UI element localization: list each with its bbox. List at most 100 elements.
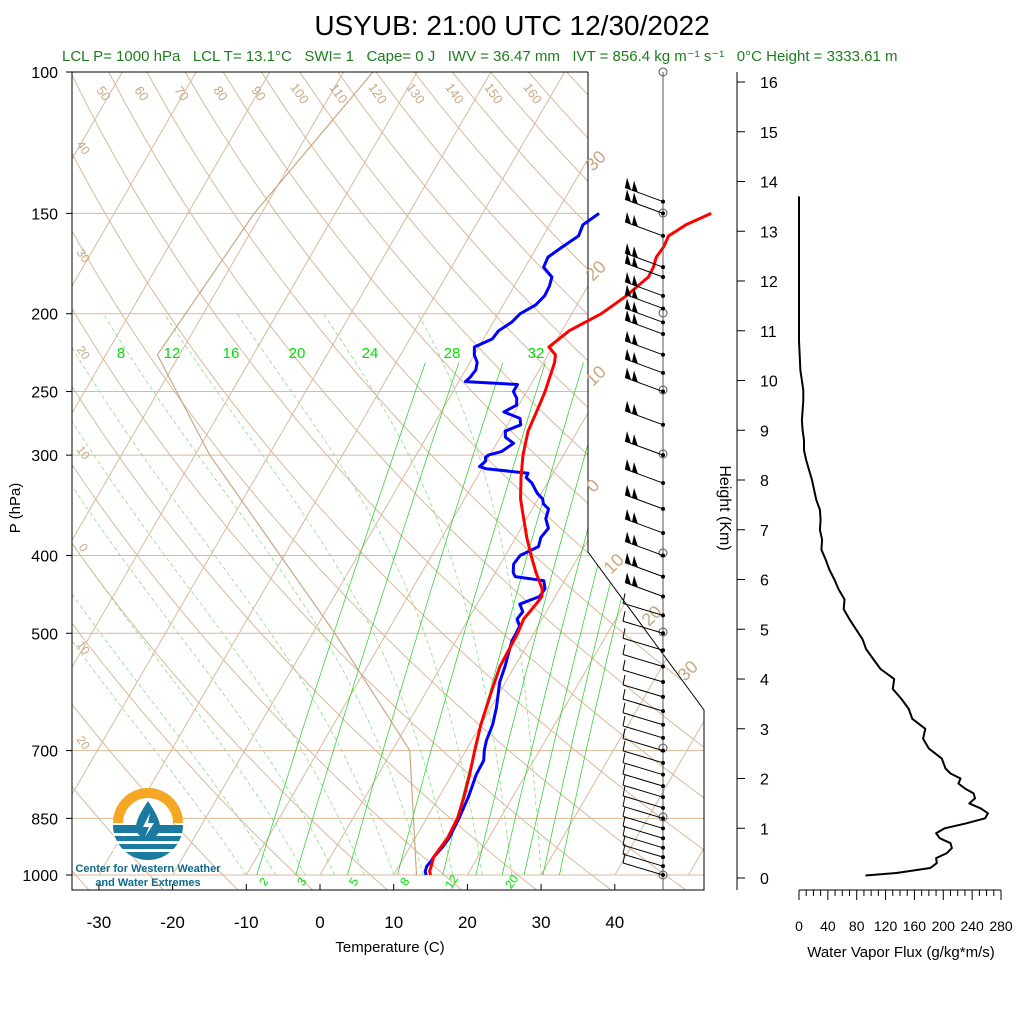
dry-adiabat-line — [490, 72, 704, 890]
moist-adiabat-line — [163, 313, 454, 876]
logo-line-1: Center for Western Weather — [75, 863, 221, 875]
dry-adiabat-line — [604, 72, 704, 890]
wind-barb-shaft — [624, 377, 664, 393]
wind-barb-flag — [625, 552, 631, 565]
wind-staff-marker — [658, 870, 668, 880]
wind-barb-flag — [632, 555, 638, 568]
height-tick-label: 15 — [760, 125, 778, 142]
wind-staff-marker — [658, 67, 668, 77]
isotherm-label-right: 10 — [582, 362, 610, 390]
isotherm-line — [688, 72, 704, 876]
wind-barb-shaft — [624, 262, 664, 278]
wind-barb-flag — [632, 274, 638, 287]
iwv-value: IWV = 36.47 mm — [447, 48, 560, 65]
dry-adiabat-line — [72, 72, 704, 890]
wind-barb-flag — [625, 284, 631, 297]
isotherm-line — [72, 72, 271, 876]
mixing-ratio-label-bottom: 5 — [346, 875, 361, 889]
wind-barb-flag — [632, 255, 638, 268]
pressure-tick-label: 1000 — [22, 868, 58, 885]
isotherm-line — [762, 72, 1024, 875]
temperature-tick-label: 40 — [605, 913, 624, 932]
mixing-ratio-label-top: 32 — [528, 345, 545, 362]
wind-barb-shaft — [622, 835, 664, 849]
wind-barb-flag — [625, 367, 631, 380]
wind-barb-shaft — [622, 602, 664, 616]
ivt-value: IVT = 856.4 kg m⁻¹ s⁻¹ — [572, 48, 725, 65]
isotherm-label-left: 40 — [74, 138, 93, 157]
isotherm-label-top: 70 — [171, 83, 192, 103]
wind-barb-flag — [625, 508, 631, 521]
cape-value: Cape= 0 J — [366, 48, 436, 65]
mixing-ratio-line — [397, 362, 546, 876]
temperature-tick-label: 20 — [458, 913, 477, 932]
wind-barb-shaft — [622, 738, 664, 752]
wind-barb-shaft — [624, 440, 664, 456]
wind-barb-shaft — [624, 307, 664, 323]
wind-barb-feather — [622, 806, 626, 817]
wind-barb-shaft — [622, 684, 664, 698]
isotherm-label-top: 150 — [481, 80, 506, 106]
lcl-pressure: LCL P= 1000 hPa — [62, 48, 181, 65]
flux-tick-label: 280 — [989, 918, 1013, 934]
cw3e-logo-mark — [113, 788, 183, 860]
temperature-tick-label: -10 — [234, 913, 259, 932]
wind-barb-shaft — [622, 795, 664, 809]
isotherm-label-top: 60 — [131, 83, 152, 103]
wind-barb-shaft — [622, 853, 664, 867]
skew-frame — [71, 72, 705, 891]
temperature-tick-label: -30 — [87, 913, 112, 932]
wind-barb-shaft — [622, 620, 664, 634]
pressure-tick-label: 150 — [31, 206, 58, 223]
wind-barb-feather — [622, 825, 626, 836]
height-tick-label: 7 — [760, 523, 769, 540]
isotherm-label-top: 140 — [442, 80, 467, 106]
isotherm-line — [72, 72, 418, 876]
wind-barb-flag — [625, 271, 631, 284]
wind-barb-shaft — [624, 187, 664, 203]
wind-barb-flag — [625, 431, 631, 444]
wind-barb-flag — [632, 313, 638, 326]
mixing-ratio-line — [295, 362, 460, 876]
wind-barb-feather — [622, 715, 626, 727]
dry-adiabat-line — [72, 72, 615, 890]
height-tick-label: 10 — [760, 374, 778, 391]
temperature-profile-line — [428, 212, 712, 876]
height-tick-label: 1 — [760, 821, 769, 838]
wind-barb-feather — [622, 764, 626, 775]
parcel-path-line — [156, 72, 418, 876]
wind-barb-feather — [622, 593, 626, 604]
wind-barb-shaft — [624, 281, 664, 297]
height-axis-title: Height (Km) — [716, 465, 733, 550]
height-tick-label: 6 — [760, 573, 769, 590]
temperature-tick-label: 0 — [315, 913, 324, 932]
sounding-indices: LCL P= 1000 hPa LCL T= 13.1°C SWI= 1 Cap… — [62, 47, 897, 65]
figure-title: USYUB: 21:00 UTC 12/30/2022 — [314, 10, 710, 41]
wind-barb-flag — [632, 301, 638, 314]
wind-barb-flag — [632, 351, 638, 364]
wind-barb-shaft — [624, 410, 664, 426]
isotherm-label-right: 20 — [582, 257, 610, 285]
dry-adiabat-line — [260, 72, 704, 890]
isotherm-line — [72, 72, 123, 876]
isotherm-line — [72, 72, 492, 876]
wind-barb-flag — [625, 531, 631, 544]
mixing-ratio-label-top: 8 — [117, 345, 125, 362]
wind-barb-feather — [622, 740, 626, 751]
mixing-ratio-label-bottom: 8 — [397, 875, 412, 889]
wind-barb-flag — [625, 572, 631, 585]
pressure-axis-title: P (hPa) — [7, 483, 24, 534]
dry-adiabat-line — [72, 72, 540, 890]
wind-barb-feather — [622, 702, 626, 713]
wind-staff-marker — [658, 208, 668, 218]
zero-height-value: 0°C Height = 3333.61 m — [736, 48, 898, 65]
pressure-tick-label: 700 — [31, 744, 58, 761]
wind-barb-shaft — [622, 712, 664, 726]
wind-barb-flag — [625, 298, 631, 311]
water-vapor-flux-line — [798, 196, 989, 877]
mixing-ratio-label-bottom: 2 — [256, 875, 271, 889]
wind-barb-shaft — [622, 637, 664, 651]
mixing-ratio-line — [256, 362, 426, 876]
isotherm-line — [466, 72, 704, 876]
